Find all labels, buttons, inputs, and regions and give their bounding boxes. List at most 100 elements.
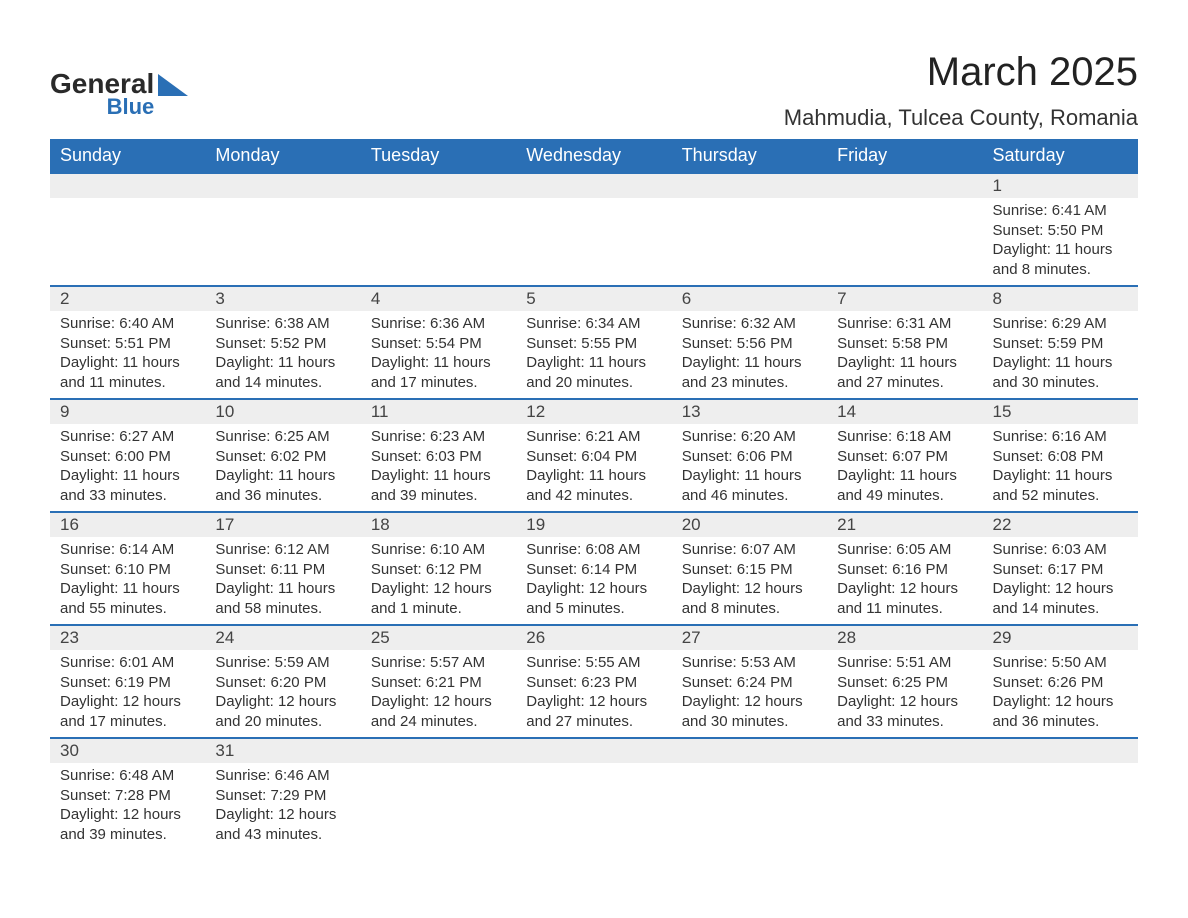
day-sunset: Sunset: 6:25 PM <box>837 673 972 693</box>
day-number: 8 <box>983 287 1138 311</box>
day-sunset: Sunset: 5:58 PM <box>837 334 972 354</box>
day-number <box>672 174 827 198</box>
month-title: March 2025 <box>784 50 1138 95</box>
day-dl2: and 20 minutes. <box>526 373 661 393</box>
day-sunset: Sunset: 6:06 PM <box>682 447 817 467</box>
day-sunrise: Sunrise: 6:29 AM <box>993 314 1128 334</box>
location-subtitle: Mahmudia, Tulcea County, Romania <box>784 105 1138 131</box>
day-dl2: and 58 minutes. <box>215 599 350 619</box>
day-dl2: and 39 minutes. <box>60 825 195 845</box>
col-thursday: Thursday <box>672 139 827 173</box>
day-body <box>672 763 827 823</box>
day-sunset: Sunset: 5:51 PM <box>60 334 195 354</box>
calendar-day: 4Sunrise: 6:36 AMSunset: 5:54 PMDaylight… <box>361 286 516 399</box>
day-number: 22 <box>983 513 1138 537</box>
day-sunrise: Sunrise: 6:01 AM <box>60 653 195 673</box>
day-sunrise: Sunrise: 6:05 AM <box>837 540 972 560</box>
day-dl1: Daylight: 11 hours <box>526 466 661 486</box>
calendar-day: 20Sunrise: 6:07 AMSunset: 6:15 PMDayligh… <box>672 512 827 625</box>
calendar-day <box>50 173 205 286</box>
day-dl1: Daylight: 12 hours <box>371 692 506 712</box>
calendar-day <box>827 738 982 850</box>
day-body: Sunrise: 6:29 AMSunset: 5:59 PMDaylight:… <box>983 311 1138 398</box>
day-dl1: Daylight: 12 hours <box>526 579 661 599</box>
day-number: 18 <box>361 513 516 537</box>
calendar-day: 30Sunrise: 6:48 AMSunset: 7:28 PMDayligh… <box>50 738 205 850</box>
day-sunrise: Sunrise: 6:32 AM <box>682 314 817 334</box>
col-friday: Friday <box>827 139 982 173</box>
day-body: Sunrise: 6:07 AMSunset: 6:15 PMDaylight:… <box>672 537 827 624</box>
day-number: 19 <box>516 513 671 537</box>
day-number <box>205 174 360 198</box>
calendar-week: 30Sunrise: 6:48 AMSunset: 7:28 PMDayligh… <box>50 738 1138 850</box>
day-number <box>516 739 671 763</box>
calendar-day <box>672 738 827 850</box>
day-dl2: and 27 minutes. <box>837 373 972 393</box>
calendar-week: 2Sunrise: 6:40 AMSunset: 5:51 PMDaylight… <box>50 286 1138 399</box>
day-sunrise: Sunrise: 6:41 AM <box>993 201 1128 221</box>
day-sunrise: Sunrise: 6:10 AM <box>371 540 506 560</box>
day-sunrise: Sunrise: 5:51 AM <box>837 653 972 673</box>
day-body <box>672 198 827 258</box>
day-number: 9 <box>50 400 205 424</box>
day-body <box>983 763 1138 823</box>
day-body <box>205 198 360 258</box>
day-sunrise: Sunrise: 6:38 AM <box>215 314 350 334</box>
day-sunset: Sunset: 6:07 PM <box>837 447 972 467</box>
day-sunrise: Sunrise: 6:36 AM <box>371 314 506 334</box>
day-body: Sunrise: 6:10 AMSunset: 6:12 PMDaylight:… <box>361 537 516 624</box>
day-body: Sunrise: 6:18 AMSunset: 6:07 PMDaylight:… <box>827 424 982 511</box>
day-sunset: Sunset: 6:08 PM <box>993 447 1128 467</box>
day-number: 25 <box>361 626 516 650</box>
day-body <box>827 763 982 823</box>
calendar-day: 19Sunrise: 6:08 AMSunset: 6:14 PMDayligh… <box>516 512 671 625</box>
day-dl1: Daylight: 12 hours <box>60 805 195 825</box>
day-number: 17 <box>205 513 360 537</box>
day-sunrise: Sunrise: 6:21 AM <box>526 427 661 447</box>
day-sunrise: Sunrise: 6:40 AM <box>60 314 195 334</box>
day-body: Sunrise: 6:31 AMSunset: 5:58 PMDaylight:… <box>827 311 982 398</box>
day-dl1: Daylight: 11 hours <box>215 353 350 373</box>
calendar-day: 21Sunrise: 6:05 AMSunset: 6:16 PMDayligh… <box>827 512 982 625</box>
calendar-day: 25Sunrise: 5:57 AMSunset: 6:21 PMDayligh… <box>361 625 516 738</box>
day-sunrise: Sunrise: 6:18 AM <box>837 427 972 447</box>
day-body: Sunrise: 5:53 AMSunset: 6:24 PMDaylight:… <box>672 650 827 737</box>
day-number: 20 <box>672 513 827 537</box>
calendar-week: 16Sunrise: 6:14 AMSunset: 6:10 PMDayligh… <box>50 512 1138 625</box>
calendar-day: 5Sunrise: 6:34 AMSunset: 5:55 PMDaylight… <box>516 286 671 399</box>
day-sunset: Sunset: 6:04 PM <box>526 447 661 467</box>
day-number: 28 <box>827 626 982 650</box>
calendar-day <box>827 173 982 286</box>
day-number: 4 <box>361 287 516 311</box>
day-number <box>827 174 982 198</box>
day-sunset: Sunset: 5:56 PM <box>682 334 817 354</box>
day-body <box>50 198 205 258</box>
calendar-day: 1Sunrise: 6:41 AMSunset: 5:50 PMDaylight… <box>983 173 1138 286</box>
day-dl2: and 30 minutes. <box>682 712 817 732</box>
day-body: Sunrise: 6:38 AMSunset: 5:52 PMDaylight:… <box>205 311 360 398</box>
day-dl2: and 5 minutes. <box>526 599 661 619</box>
day-body: Sunrise: 6:32 AMSunset: 5:56 PMDaylight:… <box>672 311 827 398</box>
day-sunrise: Sunrise: 6:20 AM <box>682 427 817 447</box>
day-sunrise: Sunrise: 6:25 AM <box>215 427 350 447</box>
day-dl1: Daylight: 11 hours <box>993 466 1128 486</box>
calendar-day: 10Sunrise: 6:25 AMSunset: 6:02 PMDayligh… <box>205 399 360 512</box>
calendar-day: 6Sunrise: 6:32 AMSunset: 5:56 PMDaylight… <box>672 286 827 399</box>
day-sunset: Sunset: 6:19 PM <box>60 673 195 693</box>
day-number: 24 <box>205 626 360 650</box>
day-dl2: and 39 minutes. <box>371 486 506 506</box>
day-dl2: and 8 minutes. <box>993 260 1128 280</box>
day-dl1: Daylight: 12 hours <box>215 805 350 825</box>
day-body: Sunrise: 5:55 AMSunset: 6:23 PMDaylight:… <box>516 650 671 737</box>
calendar-day: 3Sunrise: 6:38 AMSunset: 5:52 PMDaylight… <box>205 286 360 399</box>
day-number <box>827 739 982 763</box>
day-dl2: and 20 minutes. <box>215 712 350 732</box>
day-dl1: Daylight: 11 hours <box>215 579 350 599</box>
day-dl2: and 11 minutes. <box>837 599 972 619</box>
calendar-day: 7Sunrise: 6:31 AMSunset: 5:58 PMDaylight… <box>827 286 982 399</box>
day-sunset: Sunset: 6:00 PM <box>60 447 195 467</box>
day-dl1: Daylight: 12 hours <box>837 579 972 599</box>
day-number: 26 <box>516 626 671 650</box>
day-sunrise: Sunrise: 6:08 AM <box>526 540 661 560</box>
day-body: Sunrise: 6:12 AMSunset: 6:11 PMDaylight:… <box>205 537 360 624</box>
